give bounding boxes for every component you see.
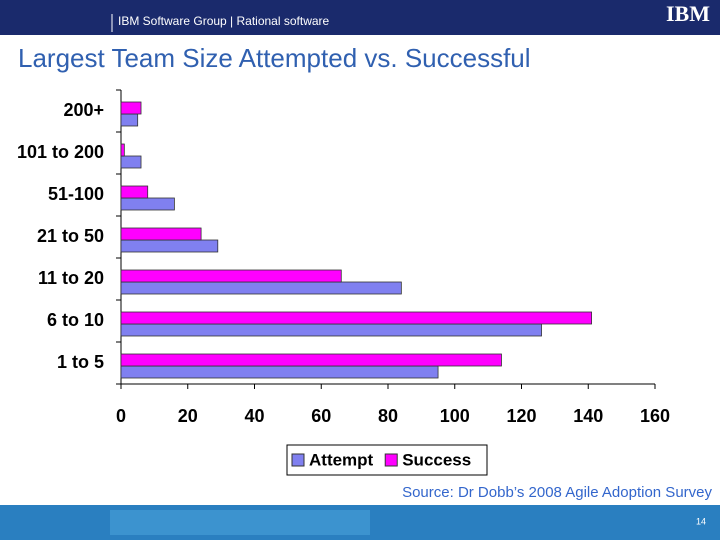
- y-tick-label: 11 to 20: [38, 268, 104, 288]
- y-tick-label: 51-100: [48, 184, 104, 204]
- x-tick-label: 80: [378, 406, 398, 426]
- legend-swatch: [291, 453, 305, 467]
- legend-swatch: [384, 453, 398, 467]
- bar: [120, 239, 219, 253]
- x-tick-label: 100: [440, 406, 470, 426]
- y-tick-label: 21 to 50: [37, 226, 104, 246]
- x-tick-label: 120: [506, 406, 536, 426]
- bar: [120, 281, 402, 295]
- bar: [120, 353, 502, 367]
- y-tick-label: 200+: [63, 100, 104, 120]
- y-tick-label: 1 to 5: [57, 352, 104, 372]
- legend-label: Success: [402, 450, 471, 469]
- footer-decoration: [110, 510, 370, 535]
- x-tick-label: 40: [244, 406, 264, 426]
- bar: [120, 185, 149, 199]
- legend-label: Attempt: [309, 450, 374, 469]
- bar: [120, 197, 175, 211]
- bar: [120, 155, 142, 169]
- logo: IBM: [666, 1, 710, 26]
- x-tick-label: 140: [573, 406, 603, 426]
- source: Source: Dr Dobb’s 2008 Agile Adoption Su…: [402, 484, 712, 501]
- header-bar: [0, 0, 720, 35]
- bar: [120, 365, 439, 379]
- bar: [120, 101, 142, 115]
- bar: [120, 113, 139, 127]
- bar: [120, 323, 542, 337]
- bar: [120, 311, 592, 325]
- page-number: 14: [696, 516, 706, 526]
- chart-title: Largest Team Size Attempted vs. Successf…: [18, 43, 531, 73]
- y-tick-label: 6 to 10: [47, 310, 104, 330]
- bar: [120, 227, 202, 241]
- x-tick-label: 160: [640, 406, 670, 426]
- x-tick-label: 0: [116, 406, 126, 426]
- x-tick-label: 20: [178, 406, 198, 426]
- x-tick-label: 60: [311, 406, 331, 426]
- bar: [120, 143, 125, 157]
- bar: [120, 269, 342, 283]
- header-text: IBM Software Group | Rational software: [118, 14, 330, 28]
- y-tick-label: 101 to 200: [17, 142, 104, 162]
